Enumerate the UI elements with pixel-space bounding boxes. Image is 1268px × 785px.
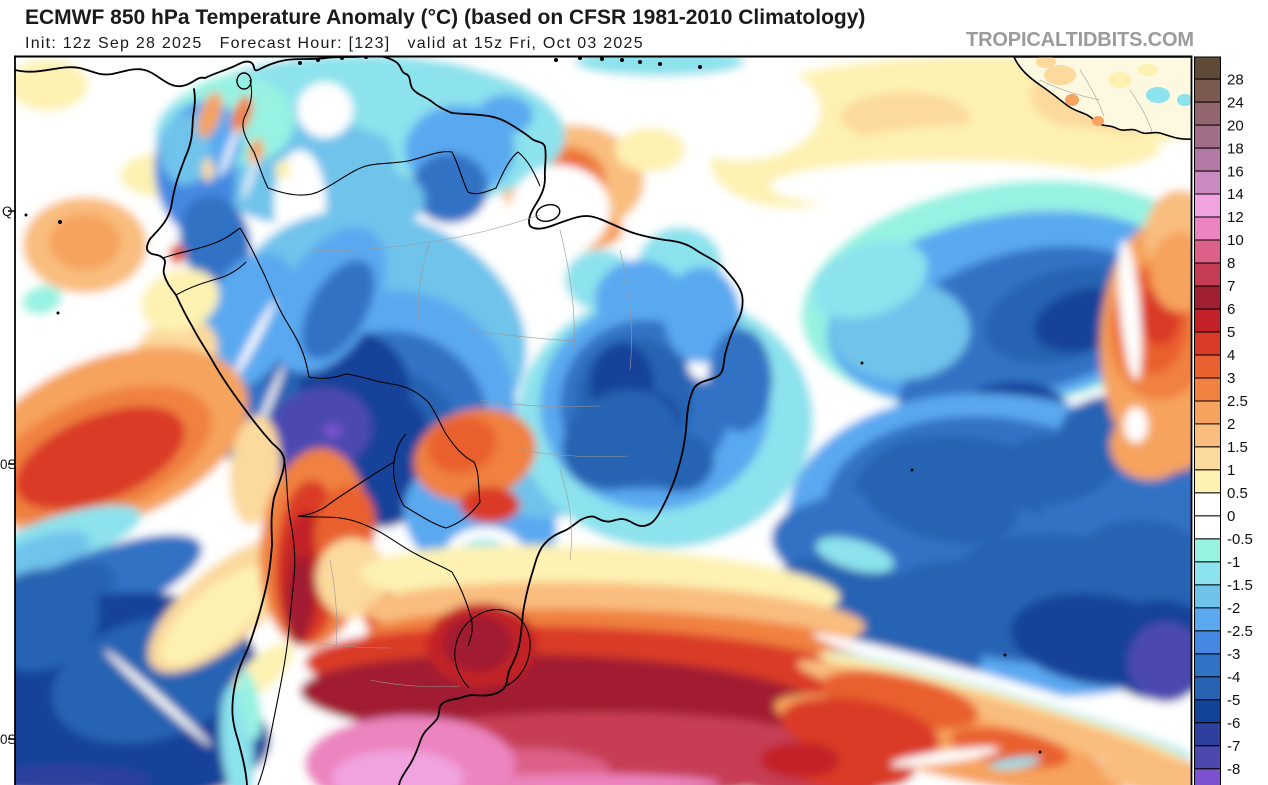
svg-text:Q: Q <box>2 204 13 219</box>
svg-text:-6: -6 <box>1227 715 1240 732</box>
svg-text:1.5: 1.5 <box>1227 439 1248 456</box>
svg-text:-8: -8 <box>1227 761 1240 778</box>
svg-text:-5: -5 <box>1227 692 1240 709</box>
svg-text:-1: -1 <box>1227 554 1240 571</box>
svg-text:28: 28 <box>1227 71 1244 88</box>
svg-text:-4: -4 <box>1227 669 1240 686</box>
svg-text:0: 0 <box>1227 508 1235 525</box>
svg-text:0.5: 0.5 <box>1227 485 1248 502</box>
svg-text:18: 18 <box>1227 140 1244 157</box>
svg-text:2.5: 2.5 <box>1227 393 1248 410</box>
svg-text:8: 8 <box>1227 255 1235 272</box>
svg-text:3: 3 <box>1227 370 1235 387</box>
svg-text:24: 24 <box>1227 94 1244 111</box>
svg-text:2: 2 <box>1227 416 1235 433</box>
svg-text:-2: -2 <box>1227 600 1240 617</box>
svg-text:12: 12 <box>1227 209 1244 226</box>
svg-text:0S: 0S <box>0 457 17 472</box>
svg-text:-3: -3 <box>1227 646 1240 663</box>
svg-text:6: 6 <box>1227 301 1235 318</box>
svg-text:1: 1 <box>1227 462 1235 479</box>
svg-text:5: 5 <box>1227 324 1235 341</box>
svg-text:0S: 0S <box>0 732 17 747</box>
svg-text:-2.5: -2.5 <box>1227 623 1253 640</box>
svg-text:16: 16 <box>1227 163 1244 180</box>
svg-text:20: 20 <box>1227 117 1244 134</box>
svg-text:10: 10 <box>1227 232 1244 249</box>
svg-text:-7: -7 <box>1227 738 1240 755</box>
svg-text:14: 14 <box>1227 186 1244 203</box>
svg-text:-1.5: -1.5 <box>1227 577 1253 594</box>
svg-text:4: 4 <box>1227 347 1235 364</box>
svg-text:-0.5: -0.5 <box>1227 531 1253 548</box>
svg-text:7: 7 <box>1227 278 1235 295</box>
